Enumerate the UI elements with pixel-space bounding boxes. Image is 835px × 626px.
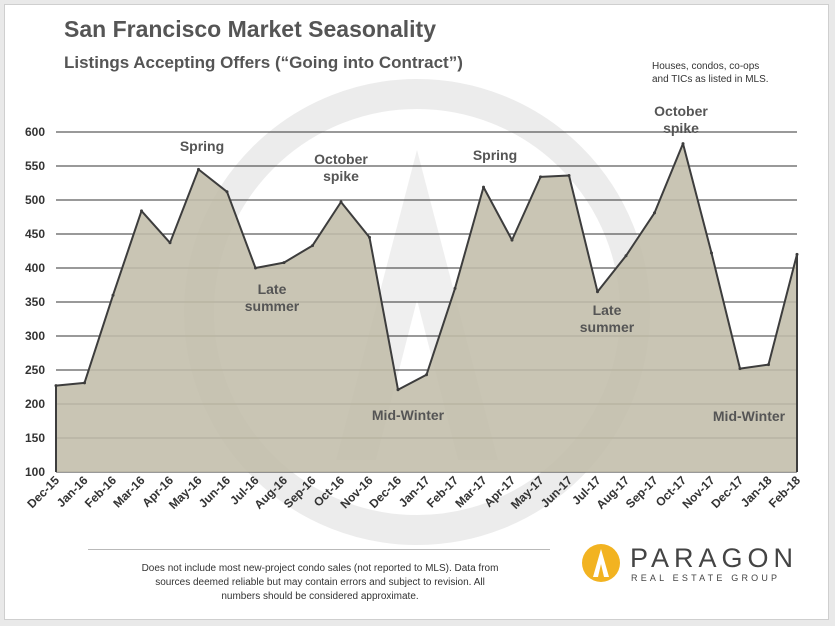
annotation-label: October spike: [314, 151, 368, 184]
disclaimer: Does not include most new-project condo …: [100, 562, 540, 604]
data-point: [197, 167, 200, 171]
series-area: [56, 143, 797, 472]
paragon-logo-icon: [582, 544, 620, 582]
data-point: [653, 211, 656, 215]
annotation-label: Spring: [180, 138, 224, 154]
annotation-label: Mid-Winter: [713, 408, 786, 424]
data-point: [339, 200, 343, 204]
y-axis: 100 150 200 250 300 350 400 450 500 550 600: [25, 125, 45, 479]
annotation-line: summer: [580, 319, 635, 335]
annotation-label: October spike: [654, 103, 708, 136]
annotation-line: Spring: [473, 147, 517, 163]
data-point: [83, 381, 86, 385]
y-tick-label: 250: [25, 363, 45, 377]
data-point: [396, 388, 400, 392]
chart-subtitle: Listings Accepting Offers (“Going into C…: [64, 53, 463, 72]
data-point: [140, 209, 143, 213]
annotation-line: Late: [593, 302, 622, 318]
annotation-line: Late: [258, 281, 287, 297]
data-point: [282, 261, 286, 265]
data-point: [225, 190, 229, 194]
disclaimer-divider: [88, 549, 550, 550]
source-note: Houses, condos, co-ops and TICs as liste…: [652, 60, 769, 86]
annotation-line: October: [314, 151, 368, 167]
y-tick-label: 600: [25, 125, 45, 139]
data-point: [482, 185, 485, 189]
annotation-label: Late summer: [580, 302, 635, 335]
y-tick-label: 350: [25, 295, 45, 309]
y-tick-label: 300: [25, 329, 45, 343]
y-tick-label: 500: [25, 193, 45, 207]
annotation-line: Mid-Winter: [372, 407, 445, 423]
data-point: [425, 373, 428, 377]
data-point: [510, 238, 514, 242]
y-tick-label: 200: [25, 397, 45, 411]
data-point: [368, 235, 371, 239]
annotation-label: Mid-Winter: [372, 407, 445, 423]
data-point: [453, 286, 457, 290]
brand-name: PARAGON: [630, 543, 799, 573]
data-point: [681, 142, 685, 146]
chart-title: San Francisco Market Seasonality: [64, 16, 436, 42]
data-point: [624, 254, 628, 258]
annotation-line: October: [654, 103, 708, 119]
source-note-line: Houses, condos, co-ops: [652, 61, 760, 72]
data-point: [767, 363, 770, 367]
x-tick-label: Sep-17: [623, 473, 661, 511]
annotation-line: spike: [663, 120, 699, 136]
data-point: [254, 266, 257, 270]
data-point: [111, 293, 115, 297]
x-tick-label: Dec-16: [366, 473, 404, 511]
annotation-label: Late summer: [245, 281, 300, 314]
x-tick-label: Jun-16: [196, 473, 233, 510]
annotation-line: summer: [245, 298, 300, 314]
y-tick-label: 550: [25, 159, 45, 173]
annotation-line: Mid-Winter: [713, 408, 786, 424]
y-tick-label: 450: [25, 227, 45, 241]
data-point: [596, 290, 599, 294]
data-point: [539, 175, 542, 179]
disclaimer-line: sources deemed reliable but may contain …: [155, 577, 485, 588]
x-axis: Dec-15Jan-16Feb-16Mar-16Apr-16May-16Jun-…: [24, 473, 803, 512]
data-point: [738, 367, 742, 371]
disclaimer-line: numbers should be considered approximate…: [221, 591, 419, 602]
data-point: [710, 251, 713, 255]
data-point: [168, 241, 172, 245]
y-tick-label: 150: [25, 431, 45, 445]
x-tick-label: Mar-16: [110, 473, 147, 510]
data-series: [54, 142, 799, 472]
x-tick-label: Feb-18: [766, 473, 803, 510]
data-point: [311, 244, 314, 248]
disclaimer-line: Does not include most new-project condo …: [141, 563, 499, 574]
y-tick-label: 100: [25, 465, 45, 479]
annotation-label: Spring: [473, 147, 517, 163]
annotation-line: spike: [323, 168, 359, 184]
y-tick-label: 400: [25, 261, 45, 275]
annotation-line: Spring: [180, 138, 224, 154]
source-note-line: and TICs as listed in MLS.: [652, 74, 769, 85]
x-tick-label: Dec-17: [708, 473, 746, 511]
logo-mark: [593, 549, 609, 577]
brand-tagline: REAL ESTATE GROUP: [631, 573, 781, 583]
data-point: [567, 174, 571, 177]
